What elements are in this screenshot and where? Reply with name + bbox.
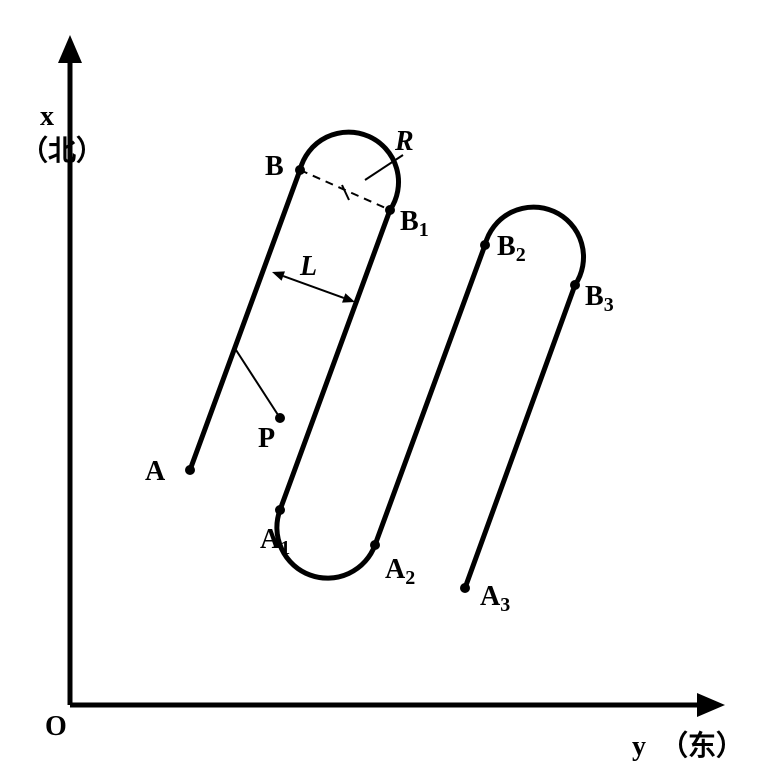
svg-text:R: R <box>394 126 414 157</box>
svg-text:O: O <box>45 711 67 742</box>
svg-text:L: L <box>299 251 317 282</box>
svg-text:（东）: （东） <box>660 729 744 762</box>
svg-text:A3: A3 <box>480 581 510 616</box>
svg-text:B1: B1 <box>400 206 429 241</box>
svg-text:A: A <box>145 456 166 487</box>
svg-text:B: B <box>265 151 284 182</box>
svg-text:（北）: （北） <box>20 134 104 167</box>
svg-text:B2: B2 <box>497 231 526 266</box>
svg-text:y: y <box>632 731 646 762</box>
svg-text:x: x <box>40 101 54 132</box>
svg-text:A1: A1 <box>260 524 290 559</box>
svg-text:P: P <box>258 423 275 454</box>
svg-text:A2: A2 <box>385 554 415 589</box>
svg-text:B3: B3 <box>585 281 614 316</box>
